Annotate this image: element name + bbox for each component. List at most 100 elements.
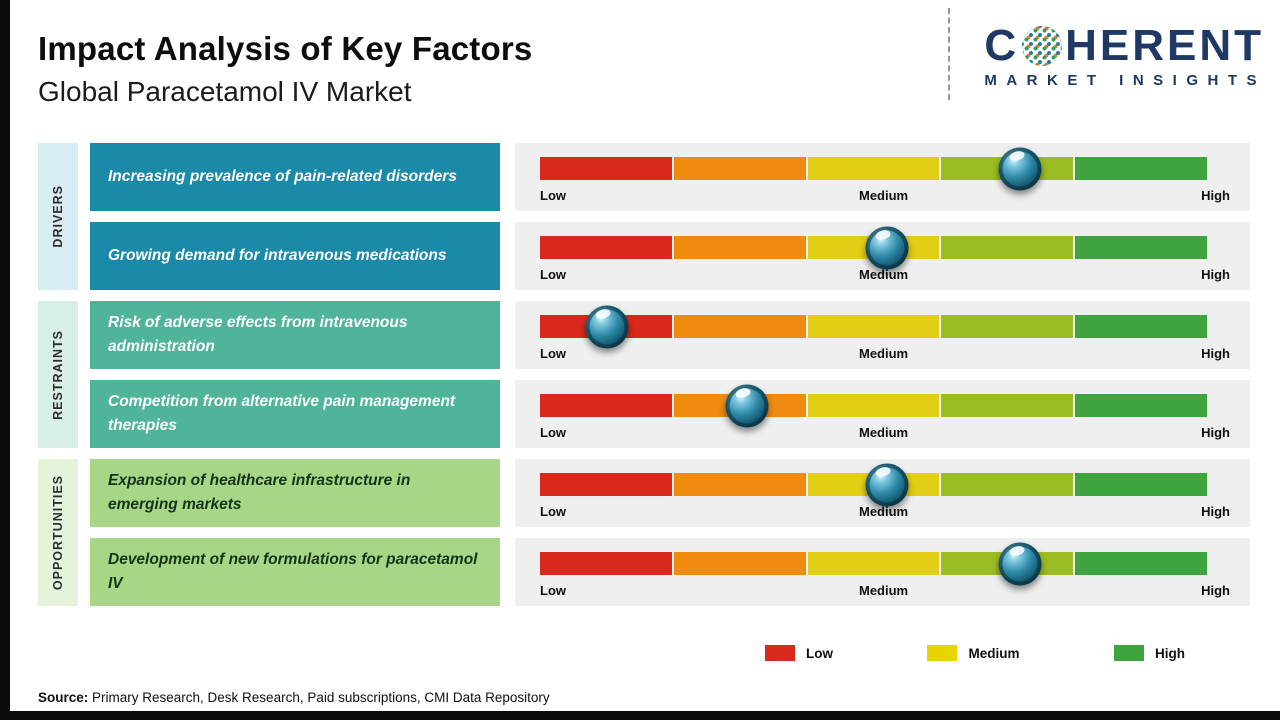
scale-low: Low bbox=[540, 583, 566, 598]
scale-labels: Low Medium High bbox=[540, 504, 1230, 519]
scale-medium: Medium bbox=[858, 583, 909, 598]
factor-box: Increasing prevalence of pain-related di… bbox=[90, 143, 500, 211]
scale-high: High bbox=[1201, 425, 1230, 440]
scale-labels: Low Medium High bbox=[540, 267, 1230, 282]
page-title: Impact Analysis of Key Factors bbox=[38, 30, 533, 67]
company-logo: C HERENT MARKET INSIGHTS bbox=[984, 24, 1266, 90]
scale-low: Low bbox=[540, 267, 566, 282]
impact-matrix: DRIVERS Increasing prevalence of pain-re… bbox=[38, 143, 1250, 606]
factor-box: Expansion of healthcare infrastructure i… bbox=[90, 459, 500, 527]
scale-medium: Medium bbox=[858, 346, 909, 361]
impact-bar bbox=[540, 226, 1207, 269]
scale-low: Low bbox=[540, 188, 566, 203]
bar-segment bbox=[673, 236, 806, 259]
logo-letter-c: C bbox=[984, 21, 1020, 70]
bar-segment bbox=[540, 157, 672, 180]
factor-row: Development of new formulations for para… bbox=[90, 538, 1250, 606]
factor-box: Development of new formulations for para… bbox=[90, 538, 500, 606]
factor-box: Risk of adverse effects from intravenous… bbox=[90, 301, 500, 369]
header: Impact Analysis of Key Factors Global Pa… bbox=[38, 30, 532, 108]
logo-wordmark: C HERENT bbox=[984, 24, 1266, 68]
bar-segment bbox=[941, 236, 1074, 259]
factor-box: Growing demand for intravenous medicatio… bbox=[90, 222, 500, 290]
category-label-opportunities: OPPORTUNITIES bbox=[38, 459, 78, 606]
bar-segment bbox=[1075, 394, 1207, 417]
bar-segment bbox=[1075, 473, 1207, 496]
source-note: Source: Primary Research, Desk Research,… bbox=[38, 690, 550, 705]
impact-bar-panel: Low Medium High bbox=[515, 459, 1250, 527]
bar-segment bbox=[807, 552, 940, 575]
bar-segment bbox=[673, 315, 806, 338]
bar-segment bbox=[1075, 236, 1207, 259]
scale-high: High bbox=[1201, 267, 1230, 282]
scale-labels: Low Medium High bbox=[540, 425, 1230, 440]
scale-high: High bbox=[1201, 504, 1230, 519]
scale-high: High bbox=[1201, 346, 1230, 361]
impact-bar bbox=[540, 384, 1207, 427]
scale-labels: Low Medium High bbox=[540, 346, 1230, 361]
impact-marker bbox=[998, 542, 1042, 585]
legend-swatch-high bbox=[1113, 645, 1144, 661]
impact-bar bbox=[540, 147, 1207, 190]
impact-marker bbox=[998, 147, 1042, 190]
legend: Low Medium High bbox=[765, 645, 1185, 661]
category-text: DRIVERS bbox=[51, 185, 65, 248]
factor-row: Competition from alternative pain manage… bbox=[90, 380, 1250, 448]
bar-segment bbox=[540, 473, 672, 496]
bar-segment bbox=[673, 157, 806, 180]
bar-segment bbox=[807, 157, 940, 180]
category-text: OPPORTUNITIES bbox=[51, 474, 65, 591]
impact-bar-panel: Low Medium High bbox=[515, 222, 1250, 290]
scale-labels: Low Medium High bbox=[540, 188, 1230, 203]
factor-row: Growing demand for intravenous medicatio… bbox=[90, 222, 1250, 290]
impact-marker bbox=[585, 305, 629, 348]
scale-medium: Medium bbox=[858, 504, 909, 519]
bar-segment bbox=[673, 473, 806, 496]
scale-low: Low bbox=[540, 346, 566, 361]
bar-segment bbox=[941, 315, 1074, 338]
bar-segment bbox=[540, 552, 672, 575]
source-label: Source: bbox=[38, 690, 89, 705]
logo-tagline: MARKET INSIGHTS bbox=[984, 72, 1266, 89]
bar-segment bbox=[807, 394, 940, 417]
bar-segment bbox=[807, 315, 940, 338]
category-label-restraints: RESTRAINTS bbox=[38, 301, 78, 448]
group-drivers: DRIVERS Increasing prevalence of pain-re… bbox=[38, 143, 1250, 290]
impact-marker bbox=[865, 226, 909, 269]
source-text: Primary Research, Desk Research, Paid su… bbox=[88, 690, 550, 705]
scale-labels: Low Medium High bbox=[540, 583, 1230, 598]
bar-segment bbox=[1075, 157, 1207, 180]
impact-bar-panel: Low Medium High bbox=[515, 143, 1250, 211]
group-opportunities: OPPORTUNITIES Expansion of healthcare in… bbox=[38, 459, 1250, 606]
impact-marker bbox=[865, 463, 909, 506]
impact-bar-panel: Low Medium High bbox=[515, 380, 1250, 448]
legend-swatch-medium bbox=[927, 645, 958, 661]
legend-swatch-low bbox=[765, 645, 795, 661]
scale-medium: Medium bbox=[858, 267, 909, 282]
scale-high: High bbox=[1201, 188, 1230, 203]
dotted-globe-icon bbox=[1022, 26, 1063, 66]
factor-row: Risk of adverse effects from intravenous… bbox=[90, 301, 1250, 369]
legend-item-medium: Medium bbox=[927, 645, 1020, 661]
logo-divider bbox=[948, 8, 950, 100]
bar-segment bbox=[1075, 315, 1207, 338]
bar-segment bbox=[941, 473, 1074, 496]
bar-segment bbox=[941, 394, 1074, 417]
page-subtitle: Global Paracetamol IV Market bbox=[38, 76, 412, 107]
factor-row: Increasing prevalence of pain-related di… bbox=[90, 143, 1250, 211]
group-restraints: RESTRAINTS Risk of adverse effects from … bbox=[38, 301, 1250, 448]
legend-label: High bbox=[1154, 645, 1185, 661]
impact-bar bbox=[540, 305, 1207, 348]
legend-label: Medium bbox=[968, 645, 1020, 661]
impact-marker bbox=[725, 384, 769, 427]
scale-low: Low bbox=[540, 425, 566, 440]
factor-row: Expansion of healthcare infrastructure i… bbox=[90, 459, 1250, 527]
scale-low: Low bbox=[540, 504, 566, 519]
bar-segment bbox=[540, 236, 672, 259]
impact-bar-panel: Low Medium High bbox=[515, 538, 1250, 606]
impact-bar bbox=[540, 463, 1207, 506]
impact-bar-panel: Low Medium High bbox=[515, 301, 1250, 369]
bar-segment bbox=[1075, 552, 1207, 575]
impact-bar bbox=[540, 542, 1207, 585]
